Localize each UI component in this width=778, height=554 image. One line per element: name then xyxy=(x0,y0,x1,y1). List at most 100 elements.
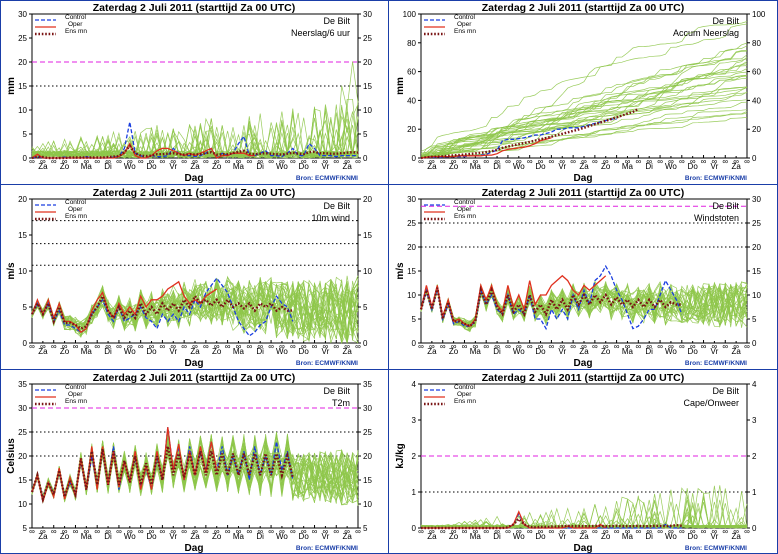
x-minor-tick-label: ∞ xyxy=(323,342,329,351)
x-minor-tick-label: ∞ xyxy=(581,527,587,536)
x-minor-tick-label: ∞ xyxy=(355,157,361,166)
y-tick-label: 15 xyxy=(407,267,416,276)
ensemble-member-line xyxy=(420,58,748,158)
y-tick-label-right: 10 xyxy=(752,291,761,300)
y-tick-label-right: 0 xyxy=(752,339,757,348)
x-tick-label: Za xyxy=(579,162,589,171)
x-minor-tick-label: ∞ xyxy=(246,342,252,351)
x-minor-tick-label: ∞ xyxy=(116,157,122,166)
x-tick-label: Do xyxy=(299,532,310,541)
x-minor-tick-label: ∞ xyxy=(668,342,674,351)
legend-label-control: Control xyxy=(454,14,476,21)
x-tick-label: Za xyxy=(38,532,48,541)
x-tick-label: Vr xyxy=(322,347,330,356)
ensemble-member-line xyxy=(31,106,359,159)
x-tick-label: Zo xyxy=(212,162,222,171)
x-tick-label: Do xyxy=(146,532,157,541)
x-minor-tick-label: ∞ xyxy=(355,527,361,536)
x-tick-label: Do xyxy=(535,347,546,356)
x-minor-tick-label: ∞ xyxy=(170,157,176,166)
x-minor-tick-label: ∞ xyxy=(127,157,133,166)
x-minor-tick-label: ∞ xyxy=(290,342,296,351)
x-minor-tick-label: ∞ xyxy=(236,342,242,351)
y-axis-label: m/s xyxy=(6,262,17,280)
x-tick-label: Zo xyxy=(601,347,611,356)
x-minor-tick-label: ∞ xyxy=(679,342,685,351)
y-tick-label: 15 xyxy=(18,82,27,91)
x-minor-tick-label: ∞ xyxy=(192,342,198,351)
y-tick-label: 60 xyxy=(407,68,416,77)
x-minor-tick-label: ∞ xyxy=(149,527,155,536)
x-tick-label: Ma xyxy=(622,162,634,171)
x-minor-tick-label: ∞ xyxy=(527,527,533,536)
y-tick-label: 5 xyxy=(23,524,28,533)
y-tick-label-right: 100 xyxy=(752,10,766,19)
chart-precip-6h: Zaterdag 2 Juli 2011 (starttijd Za 00 UT… xyxy=(0,0,388,184)
x-minor-tick-label: ∞ xyxy=(559,157,565,166)
x-minor-tick-label: ∞ xyxy=(679,527,685,536)
x-tick-label: Wo xyxy=(513,347,525,356)
x-minor-tick-label: ∞ xyxy=(160,527,166,536)
x-minor-tick-label: ∞ xyxy=(744,157,750,166)
legend-label-oper: Oper xyxy=(457,391,472,398)
x-minor-tick-label: ∞ xyxy=(440,342,446,351)
x-tick-label: Vr xyxy=(711,162,719,171)
x-minor-tick-label: ∞ xyxy=(257,527,263,536)
y-tick-label-right: 20 xyxy=(752,243,761,252)
x-minor-tick-label: ∞ xyxy=(355,342,361,351)
y-tick-label-right: 20 xyxy=(363,195,372,204)
x-tick-label: Di xyxy=(104,532,112,541)
y-axis-label: Celsius xyxy=(6,438,17,474)
x-minor-tick-label: ∞ xyxy=(451,342,457,351)
chart-subtitle: T2m xyxy=(332,398,350,408)
x-minor-tick-label: ∞ xyxy=(440,527,446,536)
x-tick-label: Do xyxy=(535,532,546,541)
x-tick-label: Wo xyxy=(665,532,677,541)
x-tick-label: Za xyxy=(190,162,200,171)
legend-label-oper: Oper xyxy=(68,206,83,213)
ensemble-member-line xyxy=(420,21,748,158)
x-minor-tick-label: ∞ xyxy=(83,157,89,166)
chart-title: Zaterdag 2 Juli 2011 (starttijd Za 00 UT… xyxy=(93,372,295,384)
x-minor-tick-label: ∞ xyxy=(462,527,468,536)
x-minor-tick-label: ∞ xyxy=(51,527,57,536)
x-minor-tick-label: ∞ xyxy=(483,342,489,351)
source-label: Bron: ECMWF/KNMI xyxy=(685,175,747,182)
x-minor-tick-label: ∞ xyxy=(559,527,565,536)
x-tick-label: Di xyxy=(256,347,264,356)
ens-mean-line xyxy=(30,446,294,504)
source-label: Bron: ECMWF/KNMI xyxy=(296,545,358,552)
x-minor-tick-label: ∞ xyxy=(62,157,68,166)
x-tick-label: Vr xyxy=(169,532,177,541)
x-minor-tick-label: ∞ xyxy=(203,527,209,536)
x-minor-tick-label: ∞ xyxy=(549,157,555,166)
x-tick-label: Di xyxy=(493,347,501,356)
x-tick-label: Wo xyxy=(276,347,288,356)
x-minor-tick-label: ∞ xyxy=(105,527,111,536)
y-tick-label: 15 xyxy=(18,231,27,240)
chart-title: Zaterdag 2 Juli 2011 (starttijd Za 00 UT… xyxy=(93,2,295,14)
chart-temperature: Zaterdag 2 Juli 2011 (starttijd Za 00 UT… xyxy=(0,370,388,554)
x-minor-tick-label: ∞ xyxy=(160,342,166,351)
x-tick-label: Za xyxy=(731,532,741,541)
x-tick-label: Wo xyxy=(276,532,288,541)
y-tick-label: 25 xyxy=(18,428,27,437)
x-minor-tick-label: ∞ xyxy=(701,157,707,166)
x-tick-label: Vr xyxy=(711,532,719,541)
ensemble-member-line xyxy=(420,283,748,328)
x-minor-tick-label: ∞ xyxy=(559,342,565,351)
x-minor-tick-label: ∞ xyxy=(462,342,468,351)
source-label: Bron: ECMWF/KNMI xyxy=(296,175,358,182)
chart-svg: Zaterdag 2 Juli 2011 (starttijd Za 00 UT… xyxy=(395,187,761,369)
ensemble-member-line xyxy=(31,434,359,500)
y-tick-label-right: 0 xyxy=(752,524,757,533)
chart-svg: Zaterdag 2 Juli 2011 (starttijd Za 00 UT… xyxy=(6,2,372,184)
x-minor-tick-label: ∞ xyxy=(570,157,576,166)
y-tick-label: 20 xyxy=(407,125,416,134)
legend-label-ensmn: Ens mn xyxy=(454,398,476,405)
x-minor-tick-label: ∞ xyxy=(625,157,631,166)
x-minor-tick-label: ∞ xyxy=(225,342,231,351)
x-minor-tick-label: ∞ xyxy=(236,157,242,166)
y-tick-label-right: 60 xyxy=(752,68,761,77)
x-tick-label: Di xyxy=(645,162,653,171)
